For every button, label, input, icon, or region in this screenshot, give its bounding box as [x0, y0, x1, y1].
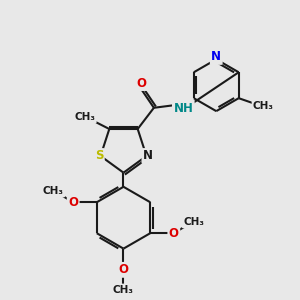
Text: NH: NH — [173, 102, 193, 115]
Text: CH₃: CH₃ — [253, 101, 274, 111]
Text: CH₃: CH₃ — [43, 186, 64, 196]
Text: O: O — [169, 227, 179, 240]
Text: O: O — [136, 76, 146, 90]
Text: N: N — [143, 149, 153, 163]
Text: S: S — [95, 149, 103, 163]
Text: CH₃: CH₃ — [183, 217, 204, 227]
Text: CH₃: CH₃ — [113, 285, 134, 295]
Text: N: N — [211, 50, 221, 64]
Text: O: O — [118, 263, 128, 276]
Text: O: O — [68, 196, 78, 209]
Text: CH₃: CH₃ — [74, 112, 95, 122]
